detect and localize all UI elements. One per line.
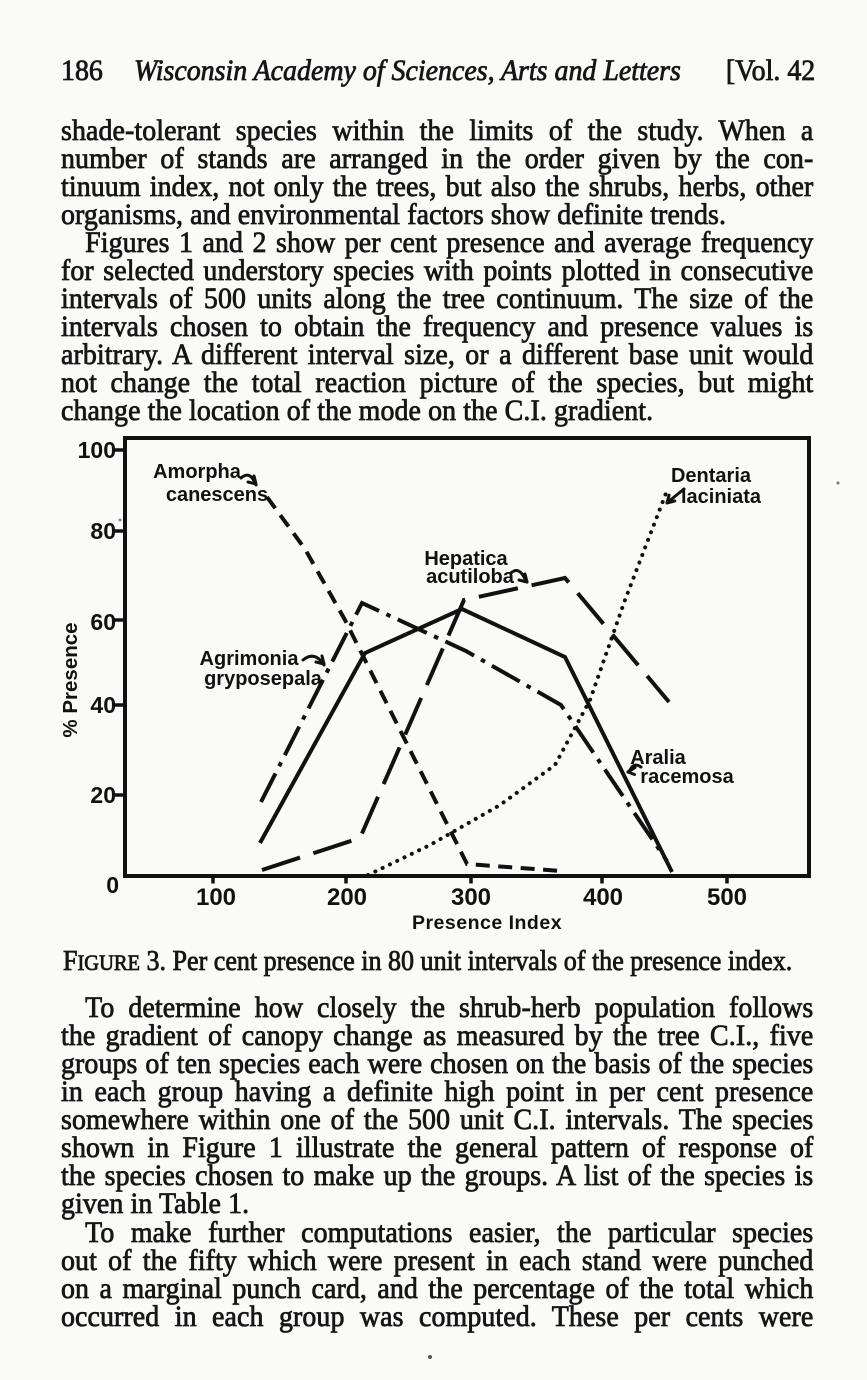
svg-text:Hepatica: Hepatica [424, 548, 508, 570]
svg-text:Agrimonia: Agrimonia [200, 648, 300, 670]
svg-text:80: 80 [90, 518, 116, 544]
svg-text:Amorpha: Amorpha [153, 461, 242, 483]
svg-text:200: 200 [327, 884, 367, 911]
svg-text:acutiloba: acutiloba [426, 566, 515, 588]
svg-text:0: 0 [106, 872, 119, 898]
svg-text:20: 20 [90, 782, 116, 808]
svg-text:300: 300 [451, 884, 491, 911]
svg-text:racemosa: racemosa [640, 766, 734, 788]
svg-text:500: 500 [707, 884, 747, 911]
svg-text:Presence Index: Presence Index [412, 912, 562, 934]
svg-text:gryposepala: gryposepala [204, 668, 323, 690]
svg-text:100: 100 [78, 437, 116, 463]
svg-text:Aralia: Aralia [630, 747, 686, 769]
svg-text:40: 40 [90, 692, 116, 718]
svg-text:60: 60 [90, 609, 116, 635]
svg-text:Dentaria: Dentaria [671, 465, 752, 487]
svg-text:laciniata: laciniata [681, 486, 762, 508]
svg-text:% Presence: % Presence [59, 622, 82, 737]
svg-text:canescens: canescens [166, 484, 268, 506]
svg-text:400: 400 [583, 884, 623, 911]
svg-text:100: 100 [196, 884, 236, 911]
